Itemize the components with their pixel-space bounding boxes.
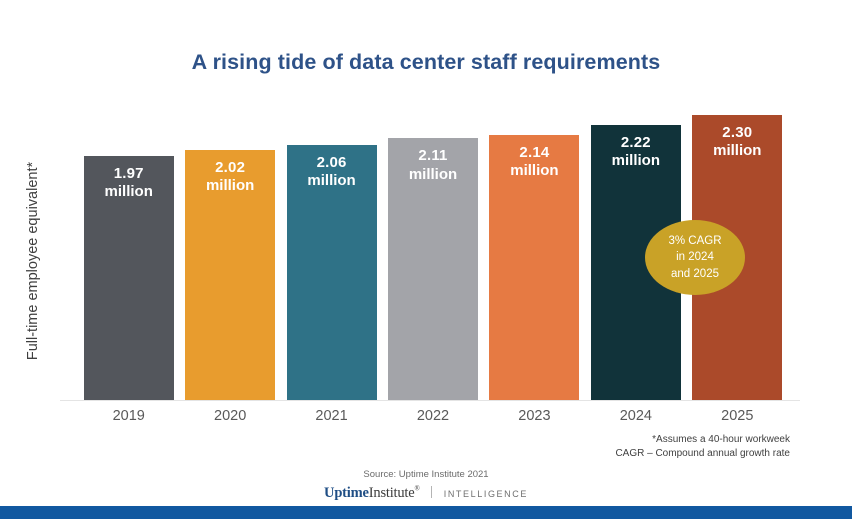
x-tick-2023: 2023 bbox=[518, 408, 551, 424]
x-tick-2019: 2019 bbox=[112, 408, 145, 424]
bar-unit-label-2023: million bbox=[510, 162, 559, 180]
bar-2024[interactable]: 2.22 million bbox=[590, 124, 681, 400]
bar-2020[interactable]: 2.02 million bbox=[185, 149, 276, 400]
x-tick-2024: 2024 bbox=[619, 408, 652, 424]
x-axis-tick-labels: 2019 2020 2021 2022 2023 2024 2025 bbox=[78, 408, 788, 432]
x-tick-2025: 2025 bbox=[721, 408, 754, 424]
footer-accent-bar bbox=[0, 506, 852, 519]
bar-unit-label-2020: million bbox=[205, 176, 255, 194]
bar-value-label-2025: 2.30 bbox=[722, 123, 753, 141]
logo-word-institute: Institute bbox=[368, 485, 415, 501]
source-attribution: Source: Uptime Institute 2021 bbox=[363, 469, 489, 480]
bar-2019[interactable]: 1.97 million bbox=[83, 155, 174, 400]
footnote-cagr-definition: CAGR – Compound annual growth rate bbox=[615, 448, 790, 460]
bar-group-2022: 2.11 million bbox=[388, 100, 478, 400]
footnote-workweek: *Assumes a 40-hour workweek bbox=[652, 434, 790, 445]
bar-2022[interactable]: 2.11 million bbox=[388, 138, 478, 400]
bar-group-2021: 2.06 million bbox=[286, 100, 377, 400]
x-tick-2020: 2020 bbox=[214, 408, 247, 424]
bar-chart-plot-area: 1.97 million 2.02 million 2.06 million 2.11 mil… bbox=[78, 100, 788, 400]
footnotes: *Assumes a 40-hour workweek CAGR – Compo… bbox=[615, 433, 790, 461]
bar-group-2019: 1.97 million bbox=[83, 100, 174, 400]
bar-value-label-2021: 2.06 bbox=[316, 153, 347, 171]
x-tick-2021: 2021 bbox=[315, 408, 348, 424]
cagr-callout-line-1: 3% CAGR bbox=[668, 235, 722, 247]
bar-group-2024: 2.22 million bbox=[590, 100, 681, 400]
cagr-callout-line-3: and 2025 bbox=[671, 267, 719, 280]
axis-baseline bbox=[60, 400, 800, 401]
logo-divider bbox=[431, 486, 433, 498]
bar-group-2020: 2.02 million bbox=[185, 100, 276, 400]
bar-value-label-2024: 2.22 bbox=[620, 133, 651, 151]
cagr-callout-line-2: in 2024 bbox=[676, 251, 714, 264]
uptime-institute-logo: UptimeInstitute® INTELLIGENCE bbox=[0, 484, 852, 502]
bar-unit-label-2024: million bbox=[611, 152, 661, 170]
bar-value-label-2019: 1.97 bbox=[113, 164, 144, 182]
bar-group-2023: 2.14 million bbox=[489, 100, 580, 400]
bar-unit-label-2019: million bbox=[104, 183, 153, 201]
bar-unit-label-2021: million bbox=[307, 171, 356, 189]
x-tick-2022: 2022 bbox=[416, 408, 450, 424]
page-title: A rising tide of data center staff requi… bbox=[191, 50, 661, 74]
bar-unit-label-2025: million bbox=[713, 142, 762, 160]
bar-2021[interactable]: 2.06 million bbox=[286, 144, 377, 400]
bar-value-label-2022: 2.11 bbox=[418, 147, 448, 165]
registered-trademark-icon: ® bbox=[414, 484, 420, 493]
y-axis-label: Full-time employee equivalent* bbox=[25, 161, 41, 361]
bar-value-label-2023: 2.14 bbox=[519, 143, 550, 161]
logo-word-intelligence: INTELLIGENCE bbox=[443, 489, 528, 499]
bar-value-label-2020: 2.02 bbox=[215, 158, 246, 176]
bar-unit-label-2022: million bbox=[408, 165, 458, 183]
logo-word-uptime: Uptime bbox=[324, 485, 369, 501]
cagr-callout-badge: 3% CAGR in 2024 and 2025 bbox=[645, 220, 745, 295]
bar-2023[interactable]: 2.14 million bbox=[489, 134, 580, 400]
